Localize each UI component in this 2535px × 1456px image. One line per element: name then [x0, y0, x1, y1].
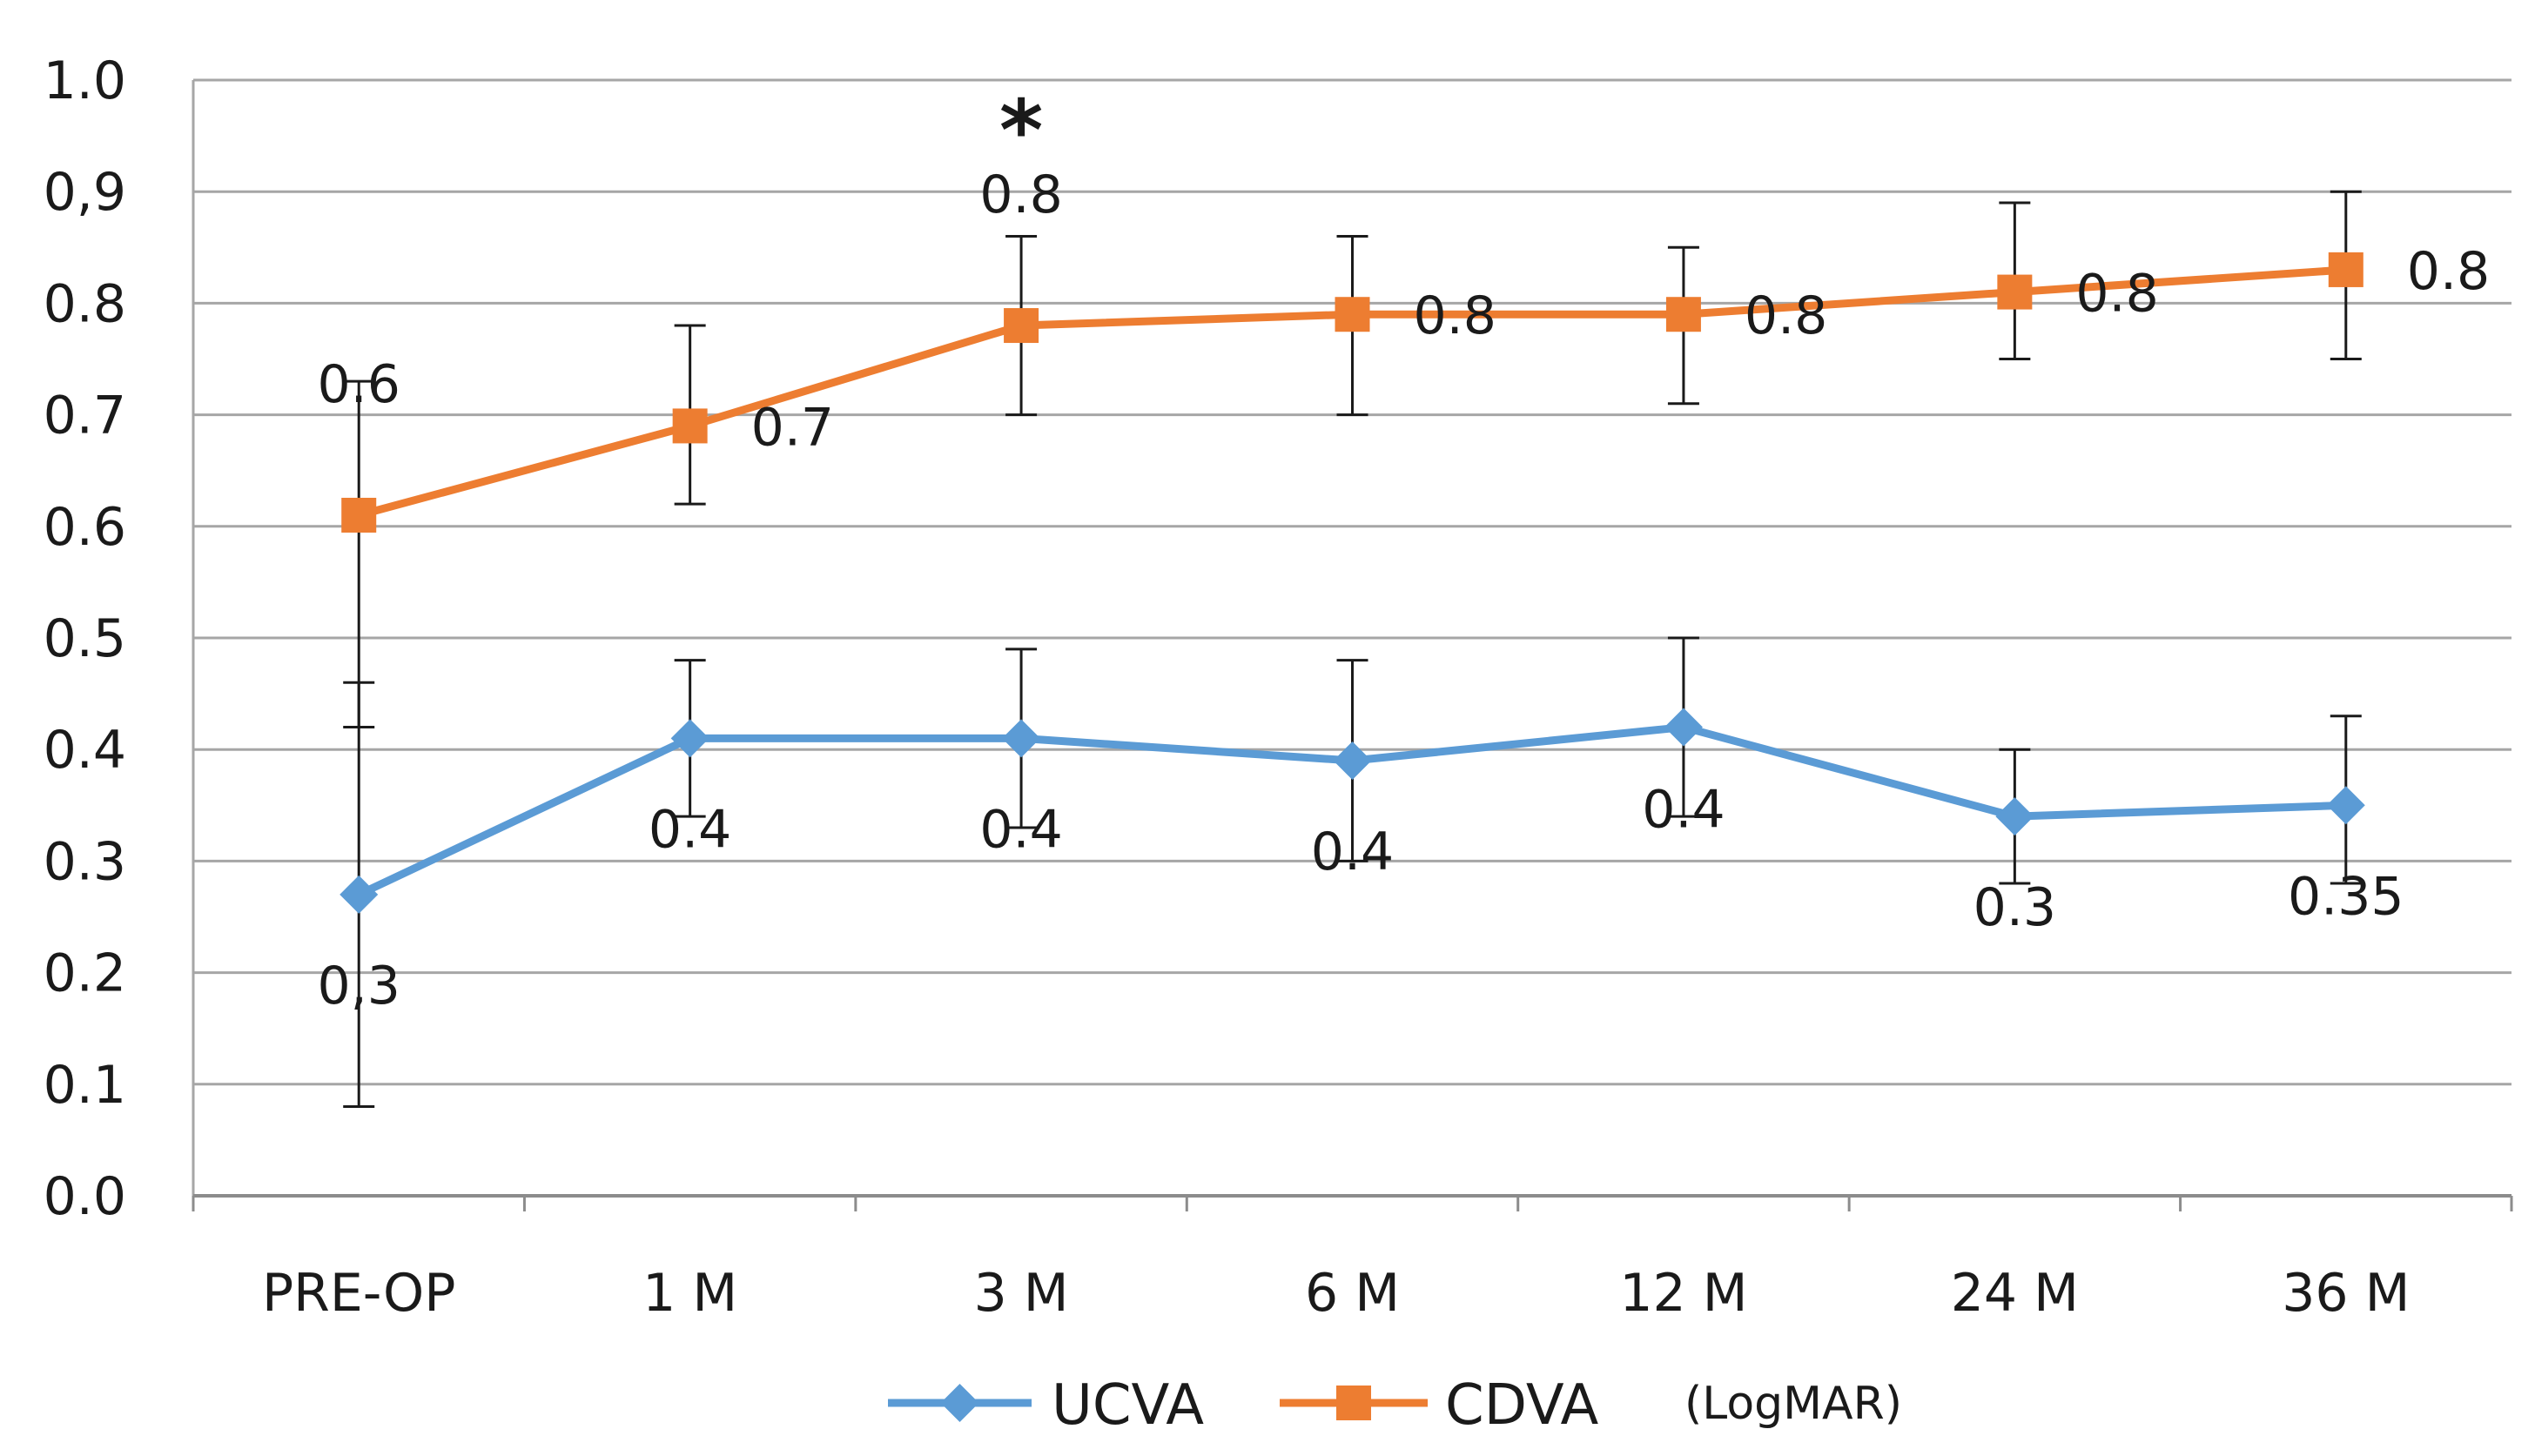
legend-item-cdva: CDVA [1280, 1373, 1599, 1438]
y-tick-label: 0.2 [44, 943, 126, 1004]
y-tick-label: 0.0 [44, 1166, 126, 1227]
cdva-point [341, 497, 377, 533]
ucva-point [2326, 786, 2365, 825]
axes [192, 80, 2513, 1211]
cdva-data-label: 0.8 [979, 164, 1062, 225]
cdva-data-label: 0.6 [318, 354, 400, 415]
ucva-point [1995, 797, 2034, 836]
y-tick-label: 0.6 [44, 497, 126, 558]
x-axis-tick-labels: PRE-OP 1 M 3 M 6 M 12 M 24 M 36 M [262, 1263, 2410, 1324]
ucva-point [1333, 741, 1372, 781]
cdva-data-label: 0.8 [1745, 285, 1827, 346]
legend-item-ucva: UCVA [888, 1373, 1204, 1438]
x-tick-label: 12 M [1619, 1263, 1747, 1324]
series-group [340, 190, 2365, 1108]
y-tick-label: 0.4 [44, 720, 126, 781]
significance-asterisk: * [999, 82, 1043, 179]
cdva-point [1004, 308, 1039, 344]
ucva-data-label: 0,3 [318, 956, 400, 1017]
legend: UCVA CDVA (LogMAR) [888, 1373, 1902, 1438]
cdva-data-label: 0.8 [2075, 264, 2158, 325]
x-tick-label: 3 M [974, 1263, 1069, 1324]
ucva-point [1664, 708, 1703, 747]
y-tick-label: 0.1 [44, 1055, 126, 1116]
ucva-data-label: 0.4 [979, 799, 1062, 860]
legend-label-ucva: UCVA [1052, 1373, 1204, 1438]
ucva-point [1002, 719, 1041, 758]
legend-unit-note: (LogMAR) [1684, 1378, 1902, 1430]
ucva-point [340, 875, 379, 914]
y-tick-label: 0.7 [44, 386, 126, 446]
x-tick-label: PRE-OP [262, 1263, 456, 1324]
legend-marker-ucva [940, 1384, 979, 1422]
gridlines [193, 78, 2511, 1086]
ucva-point [670, 719, 709, 758]
y-tick-label: 0.8 [44, 273, 126, 334]
y-tick-label: 0.5 [44, 608, 126, 669]
x-tick-label: 6 M [1305, 1263, 1400, 1324]
cdva-data-label: 0.8 [1414, 285, 1496, 346]
x-tick-label: 24 M [1951, 1263, 2079, 1324]
cdva-point [1997, 274, 2033, 310]
ucva-data-label: 0.4 [1642, 780, 1725, 841]
cdva-point [672, 408, 708, 444]
cdva-point [2328, 252, 2364, 287]
x-tick-label: 36 M [2282, 1263, 2410, 1324]
cdva-point [1335, 297, 1370, 332]
ucva-data-label: 0.3 [1974, 877, 2056, 938]
ucva-data-label: 0.4 [1311, 822, 1394, 882]
y-tick-label: 0.3 [44, 831, 126, 892]
x-tick-label: 1 M [642, 1263, 737, 1324]
y-tick-label: 0,9 [44, 162, 126, 223]
legend-label-cdva: CDVA [1445, 1373, 1599, 1438]
cdva-data-label: 0.7 [751, 397, 834, 458]
annotations: * [999, 82, 1043, 179]
cdva-data-label: 0.8 [2407, 241, 2490, 302]
legend-marker-cdva [1336, 1386, 1371, 1420]
ucva-data-label: 0.4 [649, 799, 731, 860]
y-axis-tick-labels: 0.0 0.1 0.2 0.3 0.4 0.5 0.6 0.7 0.8 0,9 1.0 [44, 50, 126, 1227]
data-labels: 0,3 0.4 0.4 0.4 0.4 0.3 0.35 0.6 0.7 0.8 0.8 0.8 0.8… [318, 164, 2491, 1017]
series-cdva [341, 190, 2364, 729]
series-ucva [340, 636, 2365, 1108]
cdva-point [1665, 297, 1701, 332]
y-tick-label: 1.0 [44, 50, 126, 111]
ucva-data-label: 0.35 [2288, 866, 2404, 927]
